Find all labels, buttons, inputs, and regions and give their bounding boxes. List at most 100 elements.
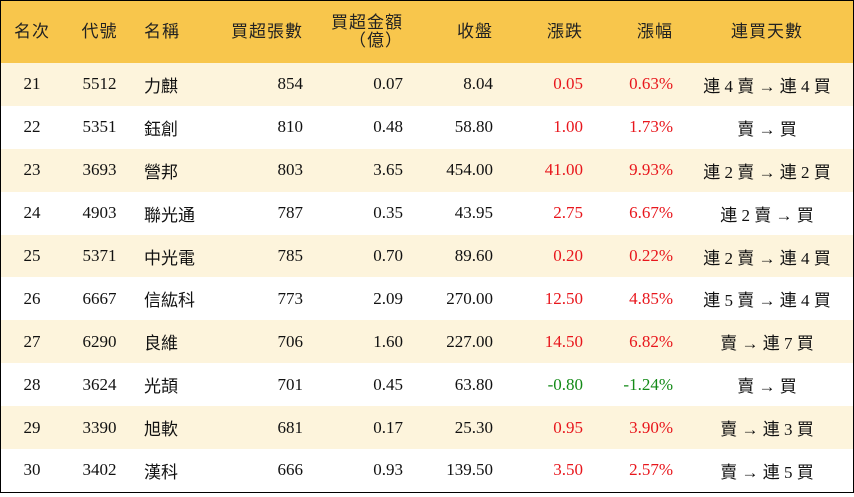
table-cell: 785: [216, 234, 311, 278]
table-cell: 0.22%: [591, 234, 681, 278]
header-cell: 收盤: [411, 1, 501, 63]
table-cell: 25: [1, 234, 63, 278]
table-cell: 漢科: [136, 449, 216, 492]
table-row: 21 5512 力麒 854 0.07 8.04 0.05 0.63% 連 4 賣 → 連 4 …: [1, 63, 853, 106]
table-body: 21 5512 力麒 854 0.07 8.04 0.05 0.63% 連 4 賣 → 連 4 …: [1, 63, 853, 492]
table-cell: 58.80: [411, 105, 501, 149]
table-cell: 3624: [63, 363, 136, 407]
table-cell: 營邦: [136, 148, 216, 192]
table-cell: 1.73%: [591, 105, 681, 149]
table-row: 28 3624 光頡 701 0.45 63.80 -0.80 -1.24% 賣 → 買: [1, 363, 853, 407]
table-row: 24 4903 聯光通 787 0.35 43.95 2.75 6.67% 連 2 賣 → 買: [1, 191, 853, 235]
table-cell: 鈺創: [136, 105, 216, 149]
table-cell: 227.00: [411, 320, 501, 364]
table-cell: 連 5 賣 → 連 4 買: [681, 277, 853, 321]
table-row: 30 3402 漢科 666 0.93 139.50 3.50 2.57% 賣 → 連 5 買: [1, 449, 853, 492]
table-cell: 聯光通: [136, 191, 216, 235]
table-cell: 賣 → 連 3 買: [681, 406, 853, 450]
table-cell: 22: [1, 105, 63, 149]
table-cell: 4.85%: [591, 277, 681, 321]
table-cell: 旭軟: [136, 406, 216, 450]
table-cell: 26: [1, 277, 63, 321]
table-cell: 27: [1, 320, 63, 364]
header-cell: 連買天數: [681, 1, 853, 63]
table-cell: 63.80: [411, 363, 501, 407]
header-row: 名次 代號 名稱 買超張數 買超金額 （億） 收盤 漲跌 漲幅 連買天數: [1, 1, 853, 63]
table-cell: 3390: [63, 406, 136, 450]
table-cell: 0.05: [501, 63, 591, 106]
table-cell: 5371: [63, 234, 136, 278]
header-cell: 名稱: [136, 1, 216, 63]
header-cell: 代號: [63, 1, 136, 63]
table-cell: 1.60: [311, 320, 411, 364]
table-cell: 5351: [63, 105, 136, 149]
table-cell: 力麒: [136, 63, 216, 106]
table-cell: 43.95: [411, 191, 501, 235]
table-cell: 0.70: [311, 234, 411, 278]
table-cell: 6.82%: [591, 320, 681, 364]
table-cell: 139.50: [411, 449, 501, 492]
header-cell: 名次: [1, 1, 63, 63]
table-cell: 41.00: [501, 148, 591, 192]
table-cell: 賣 → 連 7 買: [681, 320, 853, 364]
table-cell: 連 2 賣 → 連 4 買: [681, 234, 853, 278]
header-cell: 漲跌: [501, 1, 591, 63]
table-cell: 30: [1, 449, 63, 492]
table-cell: 6667: [63, 277, 136, 321]
table-cell: 89.60: [411, 234, 501, 278]
table-cell: -0.80: [501, 363, 591, 407]
table-cell: 中光電: [136, 234, 216, 278]
table-cell: 0.07: [311, 63, 411, 106]
table-cell: 810: [216, 105, 311, 149]
table-row: 23 3693 營邦 803 3.65 454.00 41.00 9.93% 連 2 賣 → 連…: [1, 148, 853, 192]
table-cell: 0.17: [311, 406, 411, 450]
table-cell: 良維: [136, 320, 216, 364]
table-cell: 2.75: [501, 191, 591, 235]
table-cell: 3402: [63, 449, 136, 492]
table-cell: 706: [216, 320, 311, 364]
table-cell: 681: [216, 406, 311, 450]
table-cell: 連 2 賣 → 連 2 買: [681, 148, 853, 192]
table-cell: 0.20: [501, 234, 591, 278]
table-cell: 光頡: [136, 363, 216, 407]
table-cell: 28: [1, 363, 63, 407]
table-row: 29 3390 旭軟 681 0.17 25.30 0.95 3.90% 賣 → 連 3 買: [1, 406, 853, 450]
table-cell: 8.04: [411, 63, 501, 106]
table-cell: 4903: [63, 191, 136, 235]
table-cell: 14.50: [501, 320, 591, 364]
table-row: 22 5351 鈺創 810 0.48 58.80 1.00 1.73% 賣 → 買: [1, 105, 853, 149]
table-cell: 3.50: [501, 449, 591, 492]
table-cell: 0.63%: [591, 63, 681, 106]
table-cell: 3693: [63, 148, 136, 192]
table-cell: 連 4 賣 → 連 4 買: [681, 63, 853, 106]
table-cell: 5512: [63, 63, 136, 106]
table-cell: 0.93: [311, 449, 411, 492]
table-cell: 24: [1, 191, 63, 235]
table-cell: 0.35: [311, 191, 411, 235]
table-cell: 6290: [63, 320, 136, 364]
table-cell: -1.24%: [591, 363, 681, 407]
table-row: 25 5371 中光電 785 0.70 89.60 0.20 0.22% 連 2 賣 → 連 …: [1, 234, 853, 278]
table-cell: 2.57%: [591, 449, 681, 492]
table-cell: 0.48: [311, 105, 411, 149]
table-cell: 21: [1, 63, 63, 106]
table-cell: 賣 → 連 5 買: [681, 449, 853, 492]
table-cell: 3.90%: [591, 406, 681, 450]
table-cell: 0.45: [311, 363, 411, 407]
table-cell: 信紘科: [136, 277, 216, 321]
table-cell: 0.95: [501, 406, 591, 450]
table-cell: 2.09: [311, 277, 411, 321]
table-row: 27 6290 良維 706 1.60 227.00 14.50 6.82% 賣 → 連 7 買: [1, 320, 853, 364]
table-cell: 9.93%: [591, 148, 681, 192]
header-cell: 買超金額 （億）: [311, 1, 411, 63]
table-cell: 29: [1, 406, 63, 450]
table-cell: 25.30: [411, 406, 501, 450]
table-cell: 1.00: [501, 105, 591, 149]
table-row: 26 6667 信紘科 773 2.09 270.00 12.50 4.85% 連 5 賣 → …: [1, 277, 853, 321]
table-cell: 701: [216, 363, 311, 407]
table-cell: 賣 → 買: [681, 363, 853, 407]
table-cell: 787: [216, 191, 311, 235]
table-cell: 3.65: [311, 148, 411, 192]
